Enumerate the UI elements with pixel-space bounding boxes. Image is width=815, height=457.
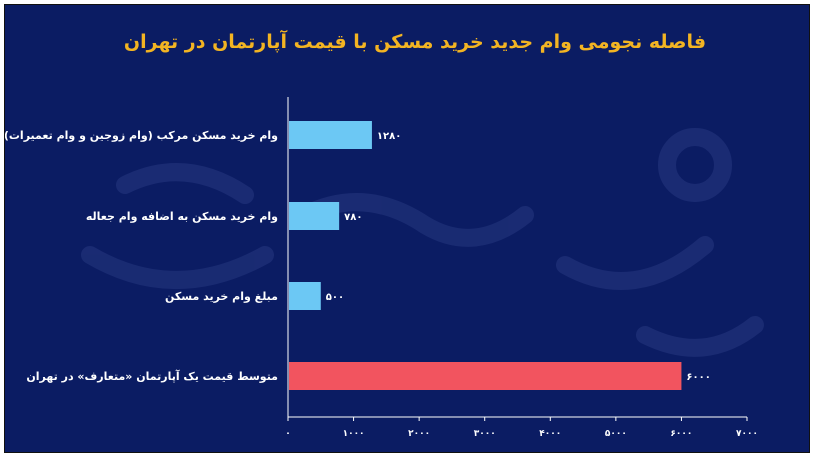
x-tick-label: ۷۰۰۰ bbox=[736, 429, 758, 439]
bar-value-label: ۵۰۰ bbox=[326, 292, 344, 303]
bar bbox=[289, 362, 682, 390]
bar bbox=[289, 121, 372, 149]
x-tick-label: ۲۰۰۰ bbox=[408, 429, 430, 439]
x-tick-label: ۳۰۰۰ bbox=[474, 429, 496, 439]
chart-svg: فاصله نجومی وام جدید خرید مسکن با قیمت آ… bbox=[5, 29, 764, 439]
bar bbox=[289, 202, 340, 230]
category-label: مبلغ وام خرید مسکن bbox=[165, 290, 278, 303]
axis-layer: ۰ ۱۰۰۰ ۲۰۰۰ ۳۰۰۰ ۴۰۰۰ ۵۰۰۰ ۶۰۰۰ ۷۰۰۰ bbox=[285, 97, 758, 439]
bar bbox=[289, 282, 321, 310]
x-tick-label: ۱۰۰۰ bbox=[343, 429, 365, 439]
x-tick-label: ۵۰۰۰ bbox=[605, 429, 627, 439]
bar-value-label: ۱۲۸۰ bbox=[377, 131, 401, 142]
watermark bbox=[81, 128, 764, 357]
x-tick-label: ۰ bbox=[285, 429, 291, 439]
chart-title: فاصله نجومی وام جدید خرید مسکن با قیمت آ… bbox=[124, 29, 706, 53]
x-tick-label: ۶۰۰۰ bbox=[670, 429, 692, 439]
category-label: متوسط قیمت یک آپارتمان «متعارف» در تهران bbox=[26, 369, 278, 383]
bar-value-label: ۷۸۰ bbox=[344, 212, 362, 223]
chart-frame: فاصله نجومی وام جدید خرید مسکن با قیمت آ… bbox=[4, 4, 810, 453]
x-tick-label: ۴۰۰۰ bbox=[539, 429, 561, 439]
labels-layer: ۱۲۸۰ وام خرید مسکن مرکب (وام زوجین و وام … bbox=[5, 129, 711, 383]
bars-layer bbox=[289, 121, 682, 390]
bar-value-label: ۶۰۰۰ bbox=[686, 372, 710, 383]
category-label: وام خرید مسکن به اضافه وام جعاله bbox=[86, 210, 278, 223]
category-label: وام خرید مسکن مرکب (وام زوجین و وام تعمی… bbox=[5, 129, 278, 142]
